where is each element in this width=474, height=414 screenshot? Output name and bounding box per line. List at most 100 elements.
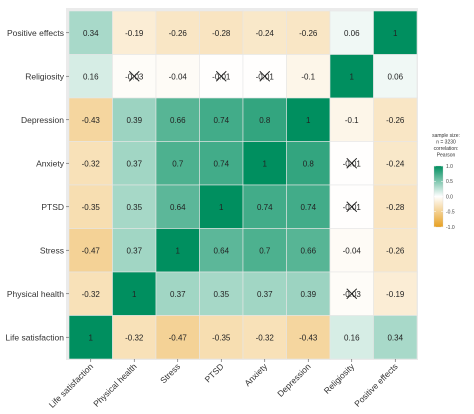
heatmap-cell: [112, 184, 157, 229]
cell-value-label: -0.32: [256, 333, 275, 342]
heatmap-cell: [286, 141, 331, 186]
cell-value-label: -0.1: [301, 72, 315, 81]
cell-value-label: 0.35: [213, 290, 229, 299]
cell-value-label: 0.06: [387, 72, 403, 81]
cell-value-label: -0.47: [82, 246, 101, 255]
cell-value-label: 0.39: [126, 116, 142, 125]
legend-tick-label: -0.5: [446, 210, 455, 216]
cell-value-label: 1: [132, 290, 137, 299]
cell-value-label: -0.26: [386, 116, 405, 125]
cell-value-label: -0.26: [169, 29, 188, 38]
x-tick-label: Anxiety: [242, 361, 269, 388]
cell-value-label: 0.06: [344, 29, 360, 38]
cell-value-label: -0.32: [82, 290, 101, 299]
heatmap-cell: [68, 315, 113, 360]
heatmap-cell: [286, 184, 331, 229]
heatmap-cell: [68, 228, 113, 273]
legend-tick-label: 0.0: [446, 194, 453, 200]
heatmap-cell: [329, 54, 374, 99]
heatmap-cell: [286, 315, 331, 360]
y-tick-label: Religiosity: [25, 71, 64, 81]
cell-value-label: 0.74: [300, 203, 316, 212]
legend-ticks: 1.0 0.5 0.0 -0.5 -1.0: [434, 164, 455, 231]
cell-value-label: -0.35: [82, 203, 101, 212]
legend-title-line: sample size:: [432, 133, 460, 139]
nonsignificant-cross-mark: [346, 201, 358, 213]
heatmap-cell: [242, 141, 287, 186]
cell-value-label: 0.37: [126, 159, 142, 168]
legend: sample size:n = 3230correlation:Pearson …: [432, 133, 460, 231]
cell-value-label: -0.32: [82, 159, 101, 168]
y-tick-label: Anxiety: [36, 158, 65, 168]
heatmap-cell: [373, 10, 418, 55]
nonsignificant-cross-mark: [215, 70, 227, 82]
y-tick-label: Life satisfaction: [5, 332, 64, 342]
heatmap-cell: [242, 184, 287, 229]
cell-value-label: 0.64: [213, 246, 229, 255]
x-tick-label: Life satisfaction: [47, 361, 96, 410]
cell-value-label: -0.26: [299, 29, 318, 38]
cell-value-label: 0.34: [83, 29, 99, 38]
heatmap-cell: [199, 315, 244, 360]
x-tick-label: Religiosity: [322, 361, 357, 396]
x-tick-label: Stress: [158, 361, 182, 385]
cell-value-label: -0.43: [299, 333, 318, 342]
cell-value-label: -0.04: [343, 246, 362, 255]
heatmap-cell: [155, 315, 200, 360]
heatmap-cell: [199, 271, 244, 316]
y-tick-label: PTSD: [41, 202, 64, 212]
cell-value-label: 0.35: [126, 203, 142, 212]
nonsignificant-cross-mark: [346, 157, 358, 169]
cell-value-label: -0.1: [345, 116, 359, 125]
cell-value-label: 0.7: [259, 246, 271, 255]
y-axis: Positive effects Religiosity Depression Anx…: [5, 28, 69, 342]
heatmap-cell: [155, 10, 200, 55]
y-tick-label: Stress: [40, 245, 64, 255]
cell-value-label: 0.66: [170, 116, 186, 125]
legend-tick-label: 0.5: [446, 179, 453, 185]
cell-value-label: 0.66: [300, 246, 316, 255]
heatmap-cell: [112, 10, 157, 55]
cell-value-label: -0.28: [212, 29, 231, 38]
cell-value-label: 0.34: [387, 333, 403, 342]
heatmap-cells: 0.34 -0.19 -0.26 -0.28 -0.24 -0.26 0.06 1 0.16 -0…: [68, 10, 418, 360]
heatmap-cell: [373, 184, 418, 229]
heatmap-cell: [155, 228, 200, 273]
cell-value-label: 0.39: [300, 290, 316, 299]
cell-value-label: -0.19: [125, 29, 144, 38]
heatmap-cell: [373, 271, 418, 316]
heatmap-cell: [373, 54, 418, 99]
cell-value-label: -0.04: [169, 72, 188, 81]
y-tick-label: Depression: [21, 115, 64, 125]
heatmap-cell: [329, 10, 374, 55]
heatmap-cell: [199, 141, 244, 186]
cell-value-label: 0.74: [213, 159, 229, 168]
heatmap-cell: [242, 315, 287, 360]
heatmap-cell: [112, 271, 157, 316]
legend-title-line: correlation:: [434, 146, 459, 152]
cell-value-label: 0.8: [303, 159, 315, 168]
cell-value-label: 1: [89, 333, 94, 342]
cell-value-label: 0.37: [170, 290, 186, 299]
y-tick-label: Positive effects: [7, 28, 64, 38]
heatmap-cell: [155, 97, 200, 142]
legend-title-line: Pearson: [437, 153, 456, 159]
cell-value-label: 0.74: [257, 203, 273, 212]
heatmap-cell: [329, 228, 374, 273]
x-tick-label: Physical health: [91, 361, 139, 409]
x-tick-label: PTSD: [203, 361, 226, 384]
cell-value-label: -0.19: [386, 290, 405, 299]
legend-tick-label: 1.0: [446, 164, 453, 170]
heatmap-cell: [68, 184, 113, 229]
heatmap-cell: [68, 141, 113, 186]
cell-value-label: 0.37: [126, 246, 142, 255]
cell-value-label: 1: [350, 72, 355, 81]
heatmap-cell: [373, 141, 418, 186]
cell-value-label: -0.24: [386, 159, 405, 168]
heatmap-cell: [329, 315, 374, 360]
cell-value-label: -0.26: [386, 246, 405, 255]
heatmap-cell: [373, 315, 418, 360]
heatmap-cell: [286, 54, 331, 99]
nonsignificant-cross-mark: [346, 288, 358, 300]
heatmap-cell: [155, 271, 200, 316]
